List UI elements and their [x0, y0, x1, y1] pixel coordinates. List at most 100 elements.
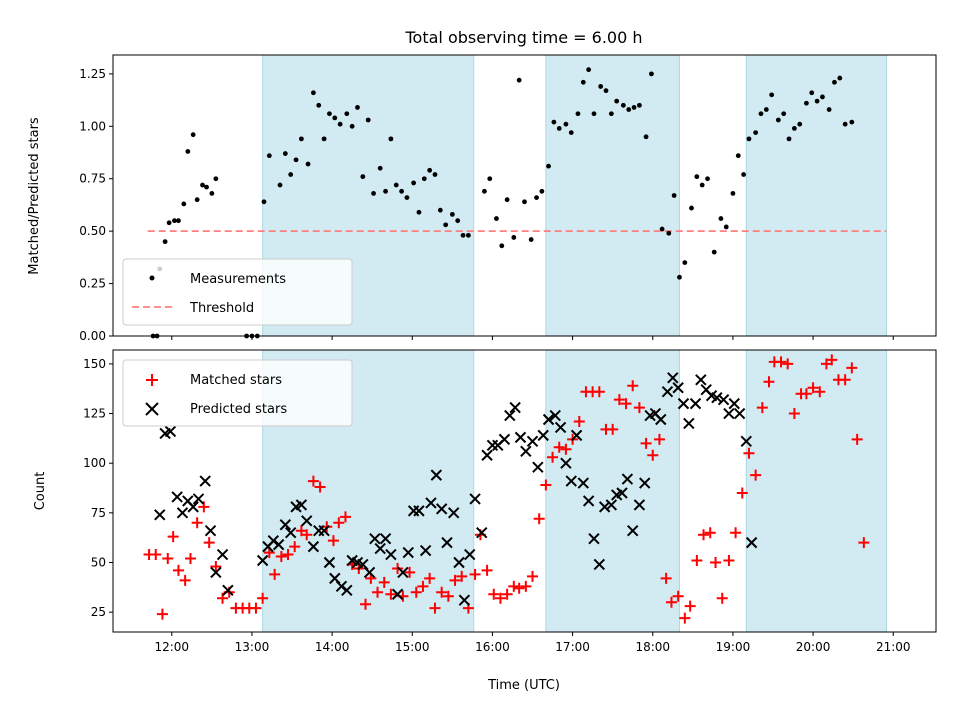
measurement-point [551, 119, 557, 125]
matched-star-point [593, 386, 605, 398]
y-tick-label: 125 [83, 407, 106, 421]
measurement-point [455, 218, 461, 224]
measurement-point [349, 123, 355, 129]
measurement-point [546, 163, 551, 169]
measurement-point [293, 157, 299, 163]
x-tick-label: 12:00 [154, 640, 189, 654]
measurement-point [282, 151, 288, 156]
predicted-star-point [554, 421, 567, 434]
matched-star-point [788, 408, 800, 420]
matched-star-point [275, 551, 287, 563]
measurement-point [539, 188, 545, 194]
matched-star-point [456, 570, 468, 582]
matched-star-point [846, 362, 858, 374]
predicted-star-point [616, 487, 628, 499]
matched-star-point [684, 600, 696, 612]
matched-star-point [488, 588, 500, 600]
matched-star-point [527, 570, 539, 582]
measurement-point [718, 216, 724, 221]
matched-star-point [307, 475, 319, 487]
predicted-star-point [689, 397, 702, 410]
measurement-point [504, 197, 510, 203]
predicted-star-point [210, 566, 222, 579]
matched-star-point [179, 574, 191, 586]
predicted-star-point [341, 584, 353, 597]
predicted-star-point [537, 429, 549, 442]
legend-measurements-label: Measurements [190, 272, 286, 287]
measurement-point [266, 153, 272, 159]
matched-star-point [442, 590, 454, 602]
predicted-star-point [385, 548, 397, 561]
observing-window-band [545, 54, 680, 337]
measurement-point [213, 176, 219, 182]
predicted-star-point [199, 475, 211, 487]
top-legend: Measurements Threshold [122, 258, 353, 326]
measurement-point [421, 176, 427, 182]
matched-star-point [449, 574, 461, 586]
measurement-point [763, 107, 769, 112]
predicted-star-point [369, 532, 381, 545]
measurement-point [603, 88, 609, 94]
top-legend-box [122, 258, 353, 326]
y-tick-label: 50 [91, 555, 106, 569]
matched-star-point [763, 376, 775, 388]
matched-star-point [301, 529, 313, 541]
measurement-point [194, 197, 200, 203]
measurement-point [411, 180, 417, 186]
predicted-star-point [605, 499, 618, 511]
matched-star-point [782, 358, 794, 370]
matched-star-point [704, 527, 716, 539]
predicted-star-point [520, 445, 532, 457]
matched-star-point [851, 433, 863, 445]
predicted-star-point [717, 393, 730, 406]
matched-star-point [553, 441, 565, 453]
measurement-point [723, 224, 729, 230]
matched-star-point [640, 437, 652, 449]
matched-star-point [750, 469, 762, 481]
matched-star-point [756, 402, 768, 414]
legend-matched-label: Matched stars [190, 373, 282, 388]
measurement-point [699, 182, 705, 188]
measurement-point [371, 191, 376, 196]
matched-star-point [743, 447, 755, 459]
predicted-star-point [711, 391, 723, 404]
measurement-point [383, 188, 388, 194]
predicted-star-point [323, 556, 336, 569]
measurement-point [786, 136, 792, 142]
observing-window-band [745, 349, 888, 633]
matched-star-point [378, 576, 390, 588]
predicted-star-point [740, 435, 752, 448]
matched-star-point [156, 608, 168, 620]
x-tick-label: 14:00 [315, 640, 350, 654]
measurement-point [649, 71, 654, 77]
predicted-star-point [639, 477, 651, 489]
measurement-point [166, 220, 172, 226]
legend-predicted-label: Predicted stars [190, 402, 287, 417]
predicted-star-point [176, 507, 189, 519]
measurement-point [522, 199, 527, 205]
y-tick-label: 100 [83, 456, 106, 470]
measurement-point [568, 130, 574, 135]
matched-star-point [404, 566, 416, 578]
y-tick-label: 0.00 [79, 329, 106, 343]
predicted-star-point [570, 429, 583, 442]
matched-star-point [469, 568, 481, 580]
x-tick-label: 16:00 [475, 640, 510, 654]
measurement-point [316, 102, 322, 108]
predicted-star-point [204, 525, 217, 537]
x-tick-label: 19:00 [716, 640, 751, 654]
matched-star-point [691, 555, 703, 567]
matched-star-point [436, 586, 448, 598]
measurement-point [842, 121, 848, 127]
matched-star-point [520, 580, 532, 592]
measurement-point [321, 136, 327, 142]
matched-star-point [665, 596, 677, 608]
x-tick-label: 17:00 [555, 640, 590, 654]
measurement-point [162, 239, 168, 245]
measurement-point [288, 172, 294, 177]
matched-star-point [807, 382, 819, 394]
matched-star-point [627, 380, 639, 392]
measurement-point [837, 75, 843, 81]
measurement-point [200, 182, 205, 188]
matched-star-point [314, 481, 326, 493]
